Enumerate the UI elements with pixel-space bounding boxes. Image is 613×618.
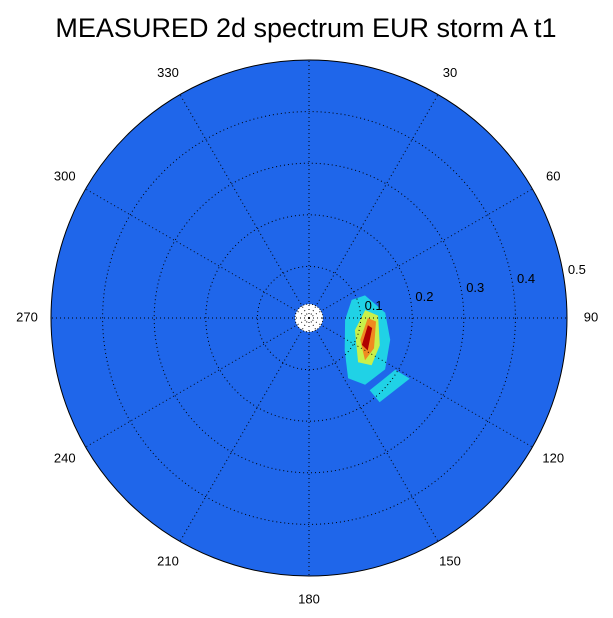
- theta-tick-label: 180: [298, 591, 320, 606]
- r-tick-label: 0.1: [365, 298, 383, 313]
- theta-tick-label: 60: [546, 168, 560, 183]
- spoke-grid-line: [85, 188, 310, 319]
- spoke-grid-line: [179, 94, 310, 319]
- theta-tick-label: 330: [157, 65, 179, 80]
- spoke-grid-line: [85, 317, 310, 448]
- spoke-grid-line: [308, 317, 439, 542]
- ring-grid-line: [153, 162, 465, 474]
- r-tick-label: 0.5: [568, 262, 586, 277]
- ring-grid-line: [205, 214, 413, 422]
- r-tick-label: 0.4: [517, 271, 535, 286]
- theta-tick-label: 210: [157, 554, 179, 569]
- contour: [361, 325, 373, 351]
- spoke-grid-line: [308, 188, 533, 319]
- theta-tick-label: 120: [542, 450, 564, 465]
- theta-tick-label: 240: [54, 450, 76, 465]
- r-tick-label: 0.2: [415, 289, 433, 304]
- contour: [369, 369, 410, 403]
- chart-title: MEASURED 2d spectrum EUR storm A t1: [55, 13, 556, 43]
- ring-grid-line: [102, 111, 516, 525]
- theta-tick-label: 300: [54, 168, 76, 183]
- theta-tick-label: 150: [439, 554, 461, 569]
- r-tick-label: 0.3: [466, 280, 484, 295]
- spoke-grid-line: [308, 317, 533, 448]
- spoke-grid-line: [308, 94, 439, 319]
- theta-tick-label: 90: [584, 309, 598, 324]
- ring-grid-line: [256, 265, 362, 371]
- spoke-grid-line: [179, 317, 310, 542]
- outer-ring: [50, 59, 568, 577]
- theta-tick-label: 270: [16, 309, 38, 324]
- theta-tick-label: 30: [443, 65, 457, 80]
